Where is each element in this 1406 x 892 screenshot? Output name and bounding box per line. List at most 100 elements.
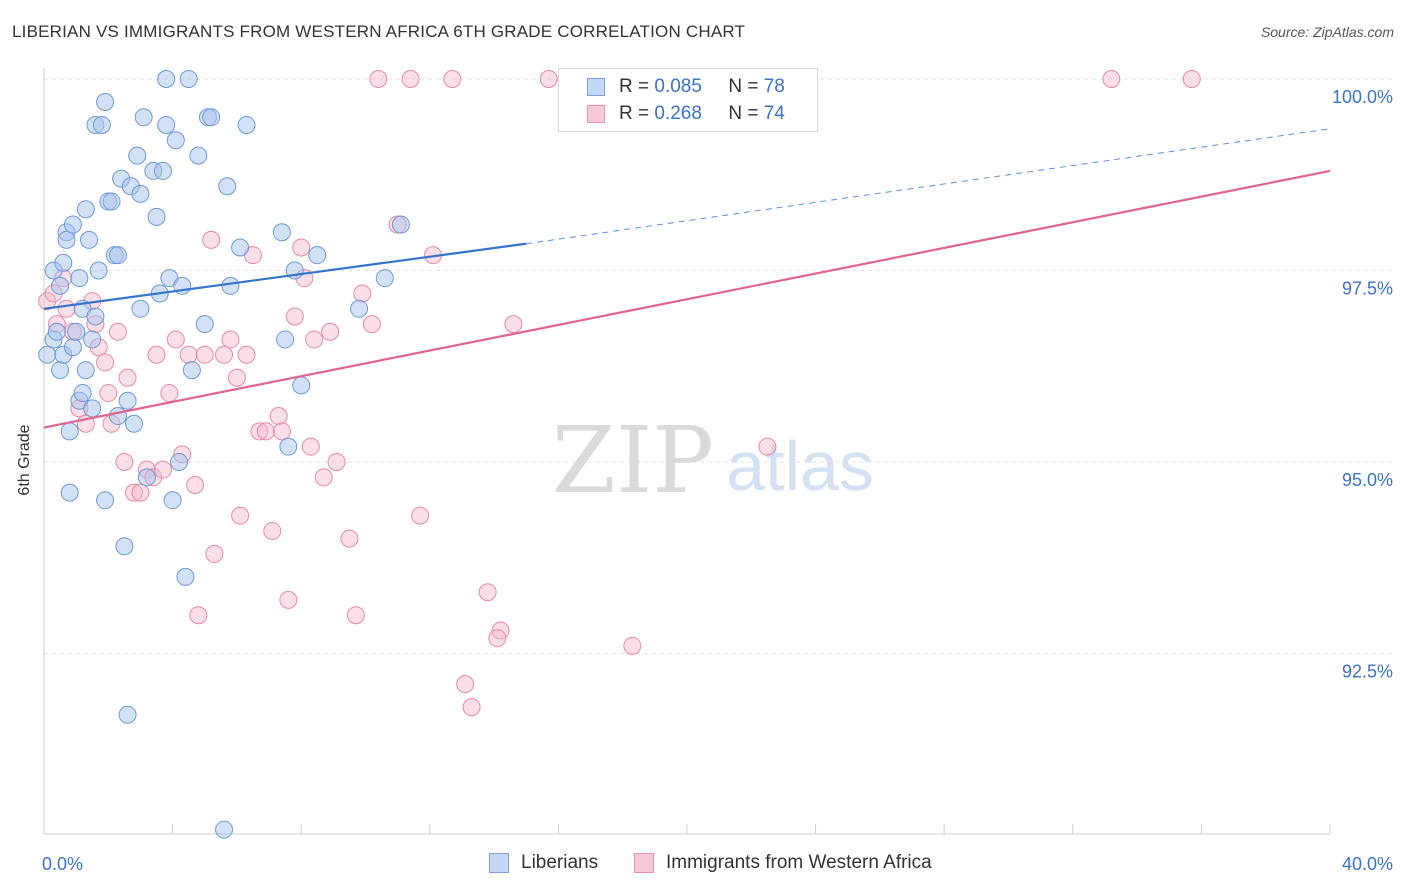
data-point-immigrants [369,70,388,88]
data-point-liberians [176,567,195,586]
data-point-immigrants [362,315,381,334]
data-point-immigrants [301,437,320,456]
data-point-immigrants [623,636,642,655]
data-point-liberians [89,261,108,280]
data-point-immigrants [401,70,420,88]
data-point-liberians [70,269,89,288]
data-point-liberians [189,146,208,165]
legend-r-label: R = [619,103,650,124]
data-point-liberians [73,384,92,403]
legend-n-label: N = [728,76,759,97]
data-point-immigrants [131,483,150,502]
bottom-legend-liberians: Liberians [489,852,598,874]
data-point-liberians [108,246,127,265]
data-point-immigrants [231,506,250,525]
chart-title: LIBERIAN VS IMMIGRANTS FROM WESTERN AFRI… [12,22,746,41]
data-point-liberians [134,108,153,127]
data-point-liberians [108,407,127,426]
bottom-legend: Liberians Immigrants from Western Africa [0,852,1406,876]
source-label: Source: ZipAtlas.com [1260,24,1394,40]
bottom-swatch-blue [489,853,509,873]
data-point-liberians [157,115,176,134]
data-point-liberians [147,207,166,226]
data-point-liberians [221,276,240,295]
data-point-liberians [51,361,70,380]
data-point-immigrants [38,292,57,311]
data-point-liberians [51,276,70,295]
data-point-immigrants [462,698,481,717]
data-point-liberians [60,422,79,441]
data-point-immigrants [215,345,234,364]
data-point-immigrants [285,307,304,326]
bottom-legend-immigrants: Immigrants from Western Africa [634,852,932,874]
data-point-liberians [67,322,86,341]
y-tick-label: 95.0% [1342,470,1393,490]
data-point-liberians [125,414,144,433]
data-point-immigrants [411,506,430,525]
stats-legend: R = 0.085 N = 78 R = 0.268 N = 74 [558,68,818,132]
data-point-immigrants [202,230,221,249]
data-point-immigrants [189,606,208,625]
watermark-atlas: atlas [726,427,874,505]
data-point-immigrants [115,453,134,471]
data-point-immigrants [166,330,185,349]
legend-swatch-pink [587,105,605,123]
data-point-immigrants [758,437,777,456]
data-point-liberians [137,468,156,487]
data-point-liberians [231,238,250,257]
data-point-liberians [47,322,66,341]
data-point-liberians [375,269,394,288]
y-tick-label: 92.5% [1342,662,1393,682]
data-point-liberians [54,253,73,272]
data-point-liberians [102,192,121,211]
trend-line-liberians [43,242,527,310]
data-point-liberians [76,361,95,380]
data-point-liberians [182,361,201,380]
legend-n-value-1: 78 [763,76,785,97]
data-point-immigrants [186,475,205,494]
data-point-immigrants [118,368,137,387]
data-point-immigrants [327,453,346,471]
data-point-liberians [80,230,99,249]
data-point-immigrants [279,590,298,609]
data-point-liberians [153,161,172,180]
data-point-immigrants [237,345,256,364]
data-point-liberians [128,146,147,165]
data-point-liberians [76,200,95,219]
data-point-immigrants [147,345,166,364]
data-point-liberians [63,338,82,357]
data-point-immigrants [227,368,246,387]
data-point-liberians [166,131,185,150]
y-tick-label: 97.5% [1342,279,1393,299]
data-point-immigrants [346,606,365,625]
bottom-legend-label-2: Immigrants from Western Africa [666,852,932,873]
data-point-liberians [118,705,137,724]
data-point-immigrants [443,70,462,88]
legend-n-value-2: 74 [763,103,785,124]
legend-r-value-1: 0.085 [654,76,702,97]
data-point-immigrants [292,238,311,257]
data-point-liberians [60,483,79,502]
x-tick-label: 40.0% [1342,854,1393,874]
data-point-immigrants [321,322,340,341]
data-point-immigrants [1102,70,1121,88]
data-point-immigrants [504,315,523,334]
data-point-immigrants [57,299,76,318]
data-point-liberians [237,115,256,134]
data-point-liberians [350,299,369,318]
data-point-liberians [215,820,234,839]
data-point-immigrants [353,284,372,303]
y-axis-label: 6th Grade [16,424,33,496]
data-point-liberians [86,307,105,326]
data-point-immigrants [305,330,324,349]
bottom-swatch-pink [634,853,654,873]
data-point-liberians [38,345,57,364]
data-point-liberians [131,184,150,203]
data-point-immigrants [488,629,507,648]
watermark-zip: ZIP [552,407,714,514]
data-point-liberians [279,437,298,456]
data-point-immigrants [256,422,275,441]
data-point-liberians [63,215,82,234]
data-point-liberians [391,215,410,234]
